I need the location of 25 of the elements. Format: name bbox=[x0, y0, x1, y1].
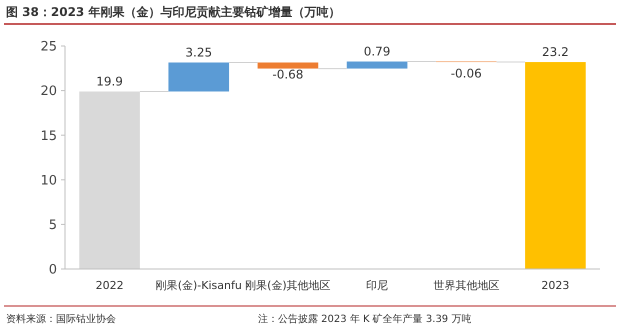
bar bbox=[525, 62, 586, 269]
y-tick-label: 25 bbox=[40, 40, 57, 55]
y-tick-label: 0 bbox=[48, 262, 57, 278]
y-tick-label: 10 bbox=[40, 173, 57, 188]
bar bbox=[168, 62, 230, 92]
x-tick-label: 刚果(金)-Kisanfu bbox=[156, 279, 242, 292]
data-label: -0.06 bbox=[450, 66, 482, 81]
bar bbox=[258, 62, 318, 69]
y-tick-label: 5 bbox=[48, 218, 57, 233]
text: 资料来源：国际钴业协会 bbox=[6, 313, 116, 325]
x-tick-label: 2022 bbox=[96, 279, 124, 292]
data-label: 19.9 bbox=[96, 74, 123, 88]
x-tick-label: 世界其他地区 bbox=[433, 279, 500, 292]
y-tick-label: 20 bbox=[40, 84, 57, 100]
y-tick-label: 15 bbox=[40, 128, 57, 144]
x-tick-label: 2023 bbox=[541, 279, 570, 292]
chart-title: 图 38：2023 年刚果（金）与印尼贡献主要钴矿增量（万吨） bbox=[6, 5, 340, 19]
data-label: -0.68 bbox=[272, 68, 304, 82]
data-label: 3.25 bbox=[185, 46, 212, 60]
x-tick-label: 印尼 bbox=[366, 279, 388, 292]
data-label: 23.2 bbox=[542, 45, 569, 60]
data-label: 0.79 bbox=[364, 44, 390, 59]
x-tick-label: 刚果(金)其他地区 bbox=[245, 279, 331, 292]
text: 注：公告披露 2023 年 K 矿全年产量 3.39 万吨 bbox=[258, 313, 472, 325]
bar bbox=[346, 62, 408, 69]
